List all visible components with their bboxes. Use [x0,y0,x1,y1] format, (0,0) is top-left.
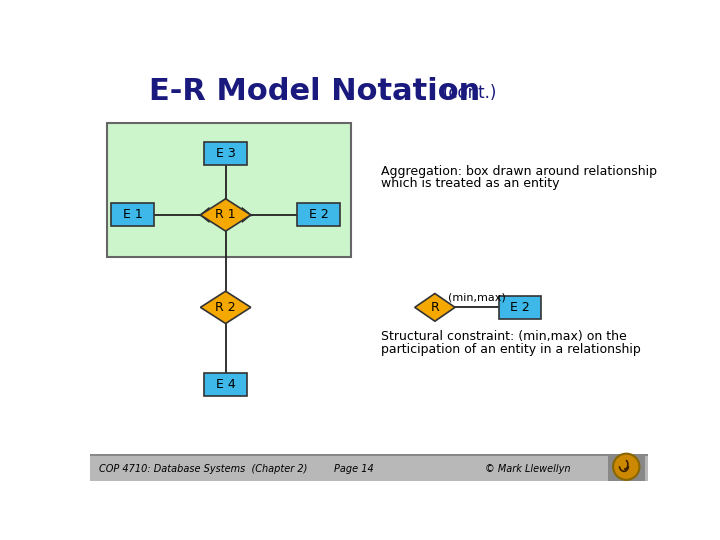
Bar [107,123,351,257]
Text: COP 4710: Database Systems  (Chapter 2): COP 4710: Database Systems (Chapter 2) [99,464,307,475]
Polygon shape [200,291,251,323]
Text: E 3: E 3 [216,147,235,160]
Text: E 2: E 2 [309,208,328,221]
Bar [90,456,648,483]
Text: Aggregation: box drawn around relationship: Aggregation: box drawn around relationsh… [381,165,657,178]
Bar [204,142,247,165]
Text: E-R Model Notation: E-R Model Notation [149,77,480,106]
Text: which is treated as an entity: which is treated as an entity [381,177,559,190]
Polygon shape [415,294,455,321]
Text: E 1: E 1 [122,208,143,221]
Text: © Mark Llewellyn: © Mark Llewellyn [485,464,571,475]
Text: R 2: R 2 [215,301,236,314]
Text: (min,max): (min,max) [448,292,505,302]
Bar [499,296,541,319]
Text: Page 14: Page 14 [333,464,374,475]
Circle shape [613,454,639,480]
Bar [297,204,340,226]
Text: E 2: E 2 [510,301,530,314]
Text: (cont.): (cont.) [443,84,497,102]
Text: R: R [431,301,439,314]
Text: R 1: R 1 [215,208,236,221]
Text: Structural constraint: (min,max) on the: Structural constraint: (min,max) on the [381,330,626,343]
Bar [112,204,154,226]
Text: participation of an entity in a relationship: participation of an entity in a relation… [381,343,640,356]
Bar [204,373,247,396]
Bar [608,454,645,483]
Text: E 4: E 4 [216,378,235,391]
Polygon shape [200,199,251,231]
Bar [90,454,648,456]
